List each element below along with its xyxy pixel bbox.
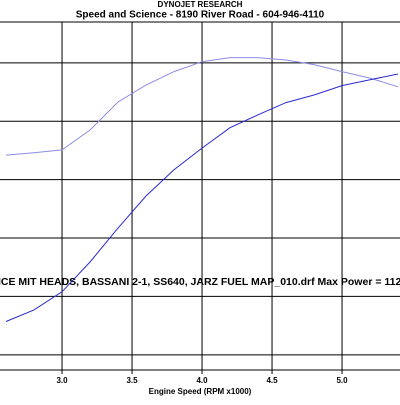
x-axis-label: Engine Speed (RPM x1000) xyxy=(149,387,252,396)
annotation: ICE MIT HEADS, BASSANI 2-1, SS640, JARZ … xyxy=(0,276,400,288)
x-tick-label: 4.5 xyxy=(266,376,278,385)
chart-title: Speed and Science - 8190 River Road - 60… xyxy=(76,10,325,21)
data-line xyxy=(5,57,399,156)
x-tick-label: 4.0 xyxy=(196,376,208,385)
chart-supertitle: DYNOJET RESEARCH xyxy=(158,0,243,9)
data-line xyxy=(5,73,399,322)
x-tick-label: 3.5 xyxy=(126,376,138,385)
x-tick-label: 5.0 xyxy=(336,376,348,385)
x-tick-label: 3.0 xyxy=(56,376,68,385)
